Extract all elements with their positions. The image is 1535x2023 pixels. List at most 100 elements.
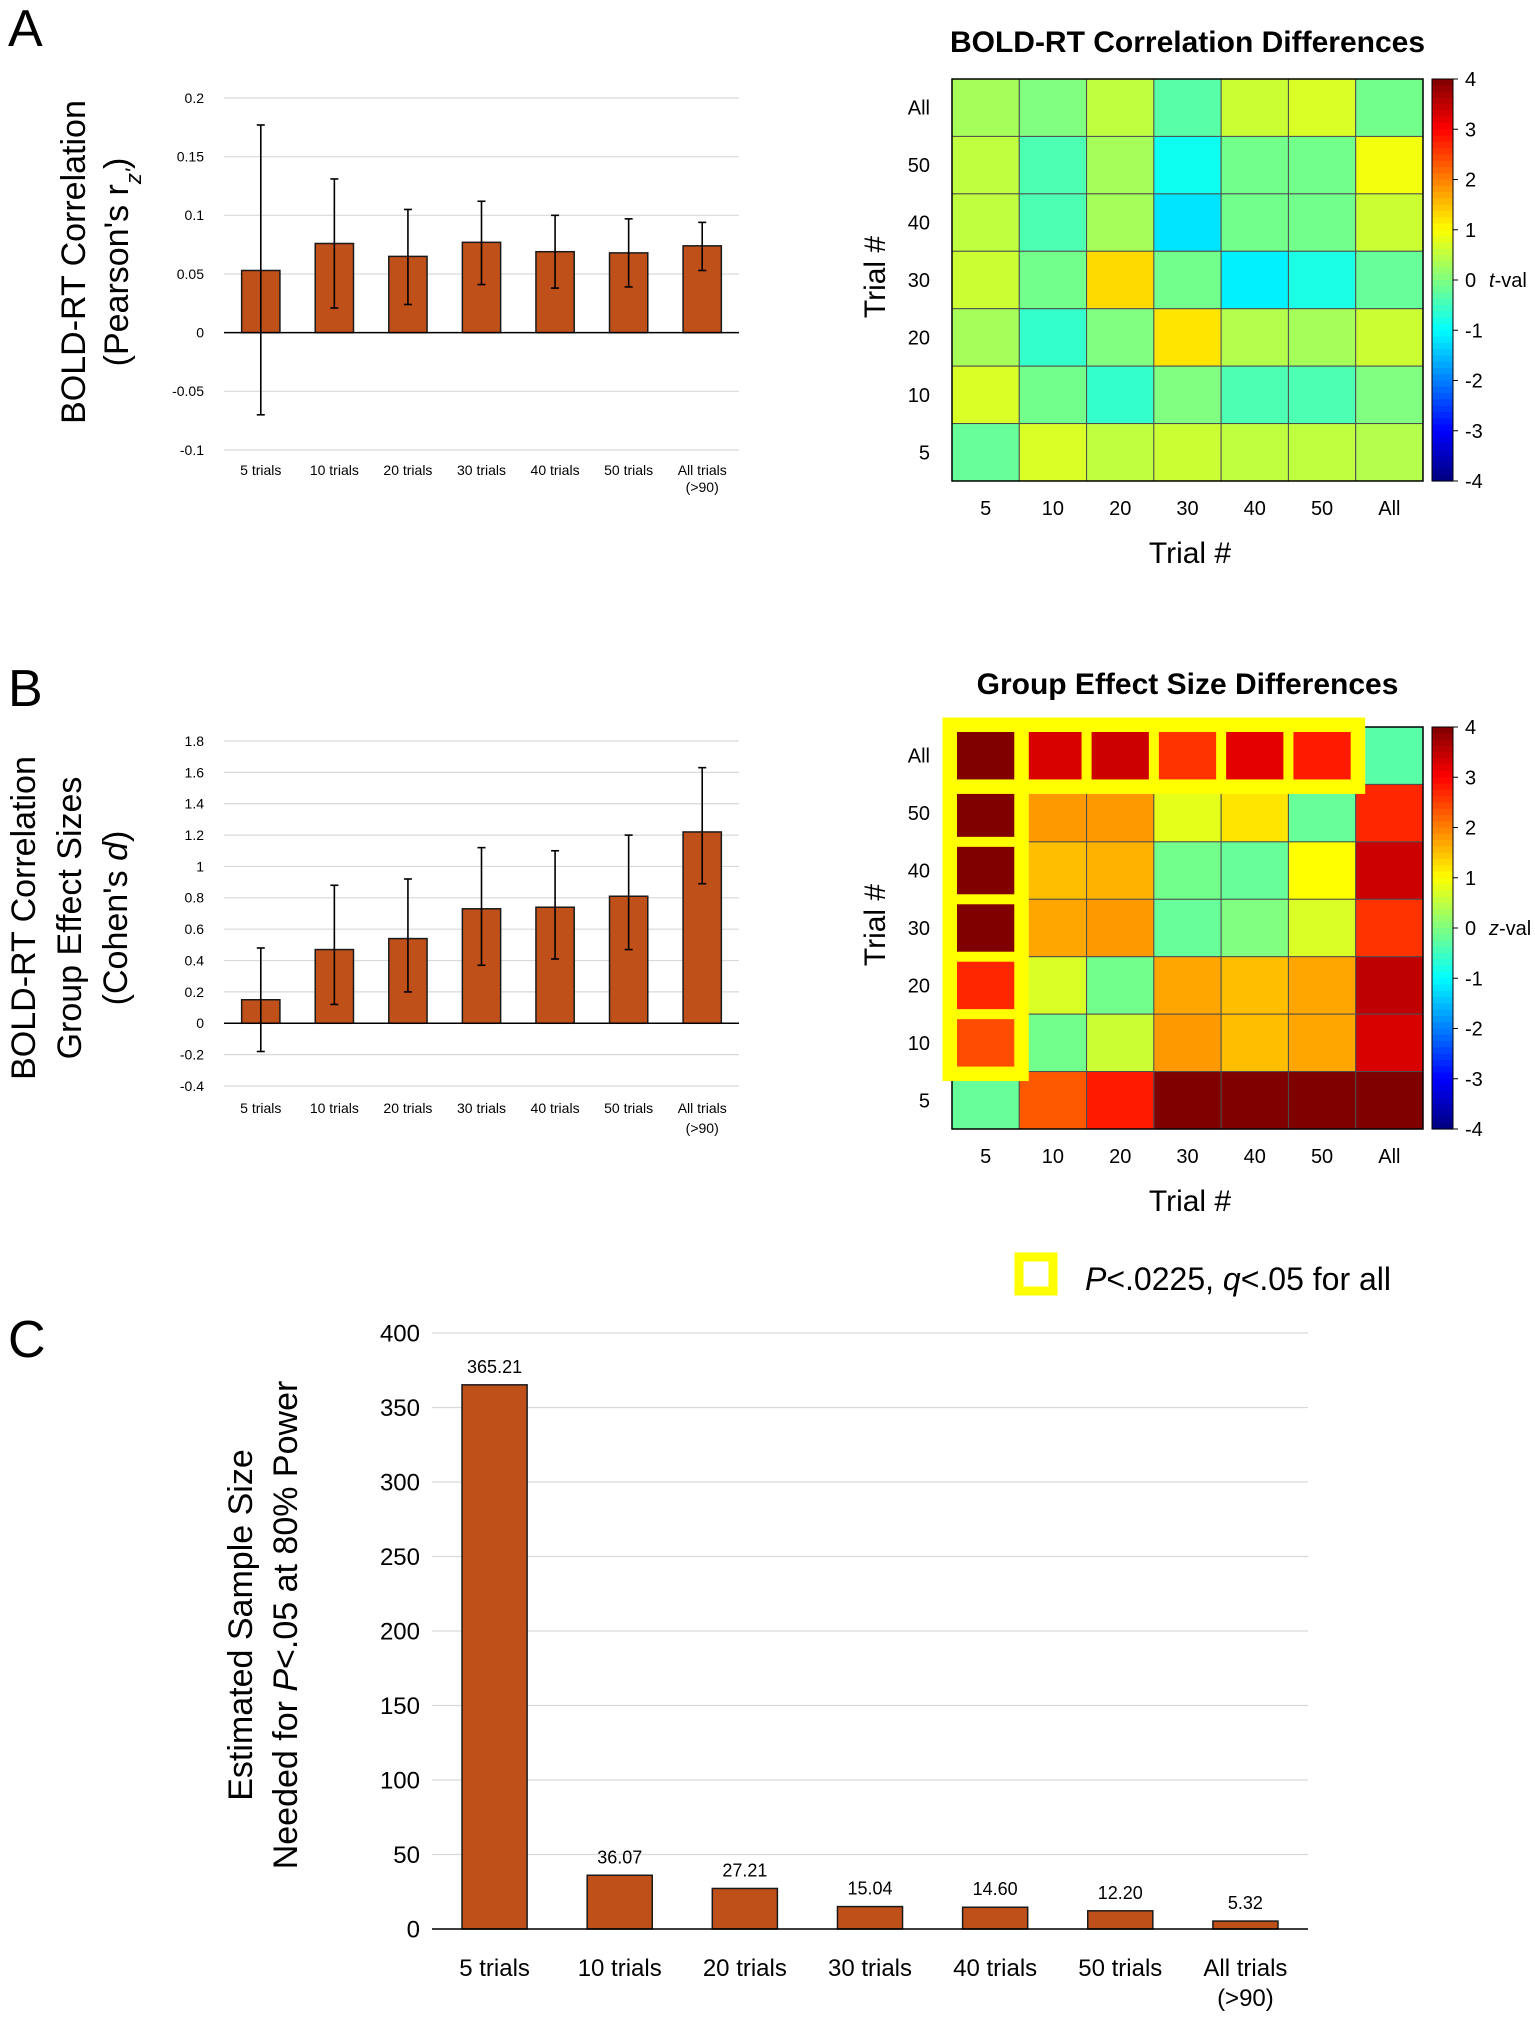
b-heat-colorbar-segment [1432, 846, 1453, 854]
a-heat-colorbar-segment [1432, 374, 1453, 382]
a-heat-colorbar-segment [1432, 173, 1453, 181]
a-heat-colorbar-segment [1432, 79, 1453, 86]
b-heat-colorbar-segment [1432, 1097, 1453, 1105]
a-heat-colorbar-segment [1432, 367, 1453, 375]
b-heat-cell [1153, 956, 1222, 1015]
a-heat-colorbar-segment [1432, 141, 1453, 149]
b-heat-colorbar-segment [1432, 896, 1453, 904]
b-heat-colorbar-segment [1432, 739, 1453, 747]
a-heat-cell [1086, 423, 1155, 482]
c-bar-data-label: 14.60 [973, 1879, 1018, 1899]
a-heat-cell [1355, 193, 1424, 252]
a-heat-cell [1018, 78, 1088, 137]
a-heat-colorbar-label: t-val [1489, 270, 1527, 292]
a-heat-colorbar-segment [1432, 361, 1453, 369]
a-heat-colorbar-segment [1432, 342, 1453, 350]
a-heat-colorbar-segment [1432, 204, 1453, 212]
b-heat-colorbar-segment [1432, 827, 1453, 835]
a-bar-ytick: 0.15 [177, 149, 204, 165]
b-heat-colorbar-tick: 2 [1465, 818, 1476, 840]
b-heat-cell [1086, 841, 1155, 900]
b-heat-cell [1355, 898, 1424, 958]
b-heat-colorbar-segment [1432, 934, 1453, 942]
b-heat-colorbar-segment [1432, 1047, 1453, 1055]
b-heat-colorbar-segment [1432, 727, 1453, 734]
a-heat-colorbar-segment [1432, 443, 1453, 451]
panel-label-b: B [8, 660, 43, 718]
b-heat-cell [951, 956, 1020, 1015]
b-heat-highlight-cell [951, 955, 1021, 1016]
legend-text: P<.0225, q<.05 for all [1085, 1261, 1391, 1297]
b-ylabel-line3: (Cohen's d) [97, 831, 135, 1006]
c-bar-data-label: 365.21 [467, 1357, 522, 1377]
a-heat-xtick: All [1378, 498, 1400, 520]
a-heat-cell [951, 365, 1020, 425]
a-heat-colorbar-segment [1432, 292, 1453, 300]
b-heat-colorbar-segment [1432, 833, 1453, 841]
a-heat-colorbar-segment [1432, 85, 1453, 93]
b-heat-colorbar-segment [1432, 1066, 1453, 1074]
b-heat-colorbar-label: z-val [1488, 918, 1531, 940]
b-heat-cell [1086, 898, 1155, 958]
chart-c-bar: 400 350 300 250 200 150 100 50 0 365.21 36.07 27.21… [380, 1320, 1308, 2012]
a-heat-colorbar-segment [1432, 386, 1453, 394]
b-heat-cell [1018, 956, 1088, 1015]
b-heat-xtick: All [1378, 1146, 1400, 1168]
a-heat-cell [1153, 250, 1222, 310]
b-heat-cell [951, 841, 1020, 900]
b-heat-cell [1220, 1071, 1289, 1130]
a-heat-ytick: 30 [908, 270, 930, 292]
a-heat-ytick: All [908, 98, 930, 120]
a-heat-cell [1355, 365, 1424, 425]
c-bar-data-label: 12.20 [1098, 1883, 1143, 1903]
b-heat-ytick: 30 [908, 918, 930, 940]
c-bar-bar [461, 1384, 528, 1930]
a-heat-cell [1018, 365, 1088, 425]
b-heat-colorbar-segment [1432, 745, 1453, 753]
b-heat-cell [1018, 1071, 1088, 1130]
a-heat-cell [1355, 250, 1424, 310]
b-heat-colorbar-segment [1432, 796, 1453, 803]
a-heat-cell [1220, 308, 1289, 367]
a-bar-xtick-1: 10 trials [310, 462, 359, 478]
a-heat-colorbar-segment [1432, 418, 1453, 426]
a-heat-xtick: 10 [1042, 498, 1064, 520]
c-bar-bar [1212, 1920, 1279, 1930]
b-heat-colorbar-segment [1432, 946, 1453, 954]
b-heat-cell [1220, 956, 1289, 1015]
b-heat-xlabel: Trial # [1149, 1185, 1232, 1218]
a-heat-colorbar-segment [1432, 148, 1453, 155]
b-heat-cell [1355, 1013, 1424, 1073]
a-heat-colorbar-segment [1432, 110, 1453, 118]
b-heat-cell [1153, 841, 1222, 900]
a-heat-colorbar-segment [1432, 311, 1453, 319]
a-heat-colorbar-segment [1432, 336, 1453, 344]
b-heat-cell [1086, 1013, 1155, 1073]
b-heat-cell [1355, 956, 1424, 1015]
a-heat-cell [1220, 193, 1289, 252]
a-heat-cell [1086, 135, 1155, 195]
a-bar-ytick: -0.1 [180, 442, 204, 458]
c-bar-ytick: 0 [407, 1916, 420, 1943]
a-heat-colorbar-segment [1432, 317, 1453, 325]
b-heat-cell [1355, 726, 1424, 785]
b-heat-colorbar-tick: 0 [1465, 918, 1476, 940]
b-heat-colorbar-segment [1432, 1022, 1453, 1030]
b-heat-colorbar-tick: 3 [1465, 767, 1476, 789]
b-heat-colorbar-segment [1432, 758, 1453, 766]
c-bar-bar [836, 1905, 904, 1930]
b-heat-cell [1086, 956, 1155, 1015]
b-heat-highlight-cell [1220, 726, 1290, 786]
a-bar-ytick: 0.2 [185, 90, 205, 106]
a-heat-cell [1018, 308, 1088, 367]
b-bar-ytick: 1.8 [185, 733, 205, 749]
a-heat-colorbar-segment [1432, 267, 1453, 275]
c-bar-data-label: 36.07 [597, 1847, 642, 1867]
a-heat-cell [951, 250, 1020, 310]
b-heat-colorbar-segment [1432, 777, 1453, 785]
a-heat-cell [1086, 250, 1155, 310]
b-heat-cell [1086, 1071, 1155, 1130]
